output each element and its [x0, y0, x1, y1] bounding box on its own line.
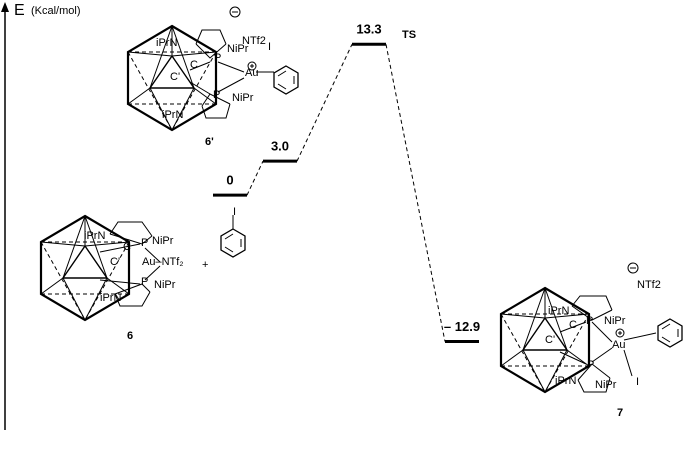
connector — [246, 160, 264, 196]
structure-label: Au — [612, 339, 625, 351]
structure-label: C — [123, 241, 131, 253]
structure-label: iPrN — [555, 375, 576, 387]
structure-label: P — [141, 276, 148, 288]
structure-label: 7 — [617, 407, 623, 419]
y-label: E — [14, 2, 25, 19]
structure-label: iPrN — [84, 230, 105, 242]
structure-label: NiPr — [595, 379, 617, 391]
value-label: – 12.9 — [444, 319, 480, 334]
structure-label: iPrN — [100, 292, 121, 304]
structure-label: + — [202, 259, 208, 271]
molecules — [39, 6, 683, 394]
structure-label: P — [587, 359, 594, 371]
structure-label: C' — [110, 256, 120, 268]
category-label: TS — [402, 29, 416, 41]
structure-label: P — [213, 89, 220, 101]
structure-label: iPrN — [156, 37, 177, 49]
structure-label: NiPr — [152, 235, 174, 247]
value-label: 3.0 — [271, 139, 289, 154]
structure-label: C' — [545, 334, 555, 346]
structure-label: Au — [245, 67, 258, 79]
structure-label: C' — [170, 71, 180, 83]
structure-label: I — [268, 41, 271, 53]
structure-label: I — [233, 206, 236, 218]
structure-label: NTf2 — [637, 279, 661, 291]
value-label: 0 — [226, 173, 233, 188]
structure-label: I — [636, 376, 639, 388]
structure-label: 6' — [205, 136, 214, 148]
structure-label: Au–NTf₂ — [142, 256, 184, 268]
structure-label: iPrN — [162, 109, 183, 121]
structure-label: NiPr — [604, 315, 626, 327]
structure-label: NiPr — [227, 43, 249, 55]
structure-label: NiPr — [232, 92, 254, 104]
structure-label: NTf2 — [242, 35, 266, 47]
structure-label: iPrN — [548, 305, 569, 317]
y-unit: (Kcal/mol) — [31, 5, 81, 17]
axis-arrow — [1, 2, 9, 12]
structure-label: C — [569, 319, 577, 331]
structure-label: P — [141, 237, 148, 249]
connector — [296, 44, 353, 162]
structure-label: P — [214, 52, 221, 64]
value-label: 13.3 — [356, 22, 381, 37]
structure-label: 6 — [127, 330, 133, 342]
structure-label: NiPr — [154, 279, 176, 291]
structure-label: C — [190, 59, 198, 71]
connector — [385, 44, 446, 342]
structure-label: P — [586, 315, 593, 327]
